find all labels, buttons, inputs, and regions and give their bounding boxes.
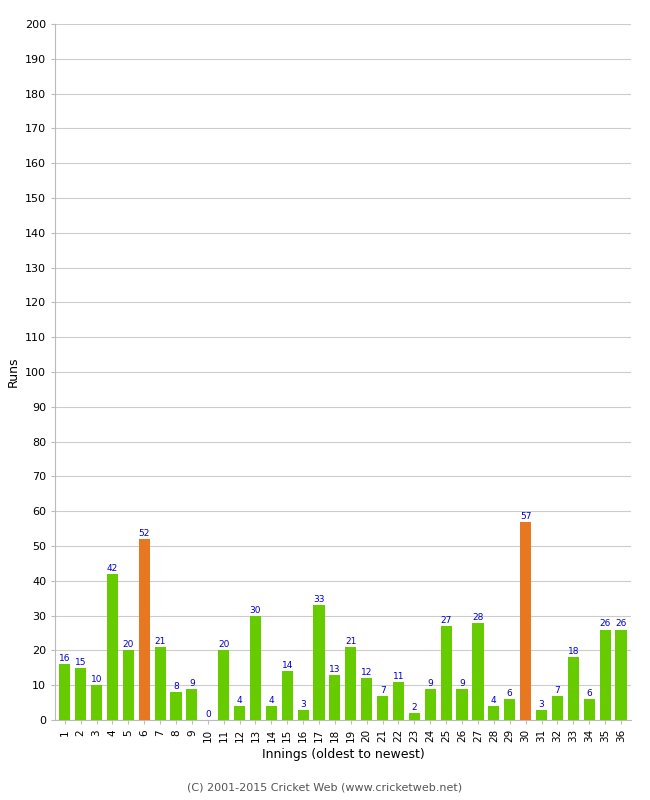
Text: (C) 2001-2015 Cricket Web (www.cricketweb.net): (C) 2001-2015 Cricket Web (www.cricketwe…: [187, 782, 463, 792]
Text: 6: 6: [507, 689, 513, 698]
Bar: [170, 692, 181, 720]
Text: 20: 20: [218, 640, 229, 650]
Bar: [345, 647, 356, 720]
Text: 3: 3: [539, 699, 545, 709]
Bar: [234, 706, 245, 720]
Y-axis label: Runs: Runs: [6, 357, 20, 387]
Text: 2: 2: [411, 703, 417, 712]
Bar: [123, 650, 134, 720]
Text: 7: 7: [380, 686, 385, 694]
Bar: [584, 699, 595, 720]
Text: 42: 42: [107, 564, 118, 573]
Bar: [393, 682, 404, 720]
Bar: [107, 574, 118, 720]
Text: 57: 57: [520, 511, 531, 521]
Bar: [599, 630, 610, 720]
Text: 21: 21: [155, 637, 166, 646]
Bar: [488, 706, 499, 720]
Text: 15: 15: [75, 658, 86, 666]
Text: 33: 33: [313, 595, 325, 604]
Text: 18: 18: [567, 647, 579, 656]
Bar: [409, 713, 420, 720]
Bar: [361, 678, 372, 720]
Text: 27: 27: [441, 616, 452, 625]
Bar: [75, 668, 86, 720]
Bar: [138, 539, 150, 720]
Bar: [473, 622, 484, 720]
Text: 4: 4: [491, 696, 497, 705]
Text: 26: 26: [616, 619, 627, 629]
Text: 7: 7: [554, 686, 560, 694]
Bar: [91, 685, 102, 720]
Text: 12: 12: [361, 668, 372, 677]
Bar: [250, 616, 261, 720]
Text: 9: 9: [428, 678, 433, 688]
Bar: [59, 664, 70, 720]
Bar: [377, 696, 388, 720]
Text: 30: 30: [250, 606, 261, 614]
Text: 20: 20: [123, 640, 134, 650]
Text: 0: 0: [205, 710, 211, 719]
Bar: [330, 674, 341, 720]
Text: 4: 4: [237, 696, 242, 705]
Text: 9: 9: [459, 678, 465, 688]
Bar: [187, 689, 198, 720]
Text: 10: 10: [91, 675, 102, 684]
Text: 52: 52: [138, 529, 150, 538]
Bar: [266, 706, 277, 720]
Text: 9: 9: [189, 678, 195, 688]
Bar: [536, 710, 547, 720]
Bar: [218, 650, 229, 720]
Text: 4: 4: [268, 696, 274, 705]
Text: 3: 3: [300, 699, 306, 709]
X-axis label: Innings (oldest to newest): Innings (oldest to newest): [261, 748, 424, 761]
Text: 6: 6: [586, 689, 592, 698]
Bar: [520, 522, 531, 720]
Text: 16: 16: [59, 654, 71, 663]
Bar: [504, 699, 515, 720]
Text: 21: 21: [345, 637, 356, 646]
Text: 13: 13: [329, 665, 341, 674]
Text: 28: 28: [473, 613, 484, 622]
Bar: [441, 626, 452, 720]
Text: 11: 11: [393, 672, 404, 681]
Text: 14: 14: [281, 662, 293, 670]
Bar: [552, 696, 563, 720]
Bar: [298, 710, 309, 720]
Bar: [616, 630, 627, 720]
Bar: [155, 647, 166, 720]
Bar: [567, 658, 579, 720]
Bar: [456, 689, 467, 720]
Text: 8: 8: [173, 682, 179, 691]
Bar: [424, 689, 436, 720]
Bar: [281, 671, 292, 720]
Text: 26: 26: [599, 619, 611, 629]
Bar: [313, 605, 324, 720]
